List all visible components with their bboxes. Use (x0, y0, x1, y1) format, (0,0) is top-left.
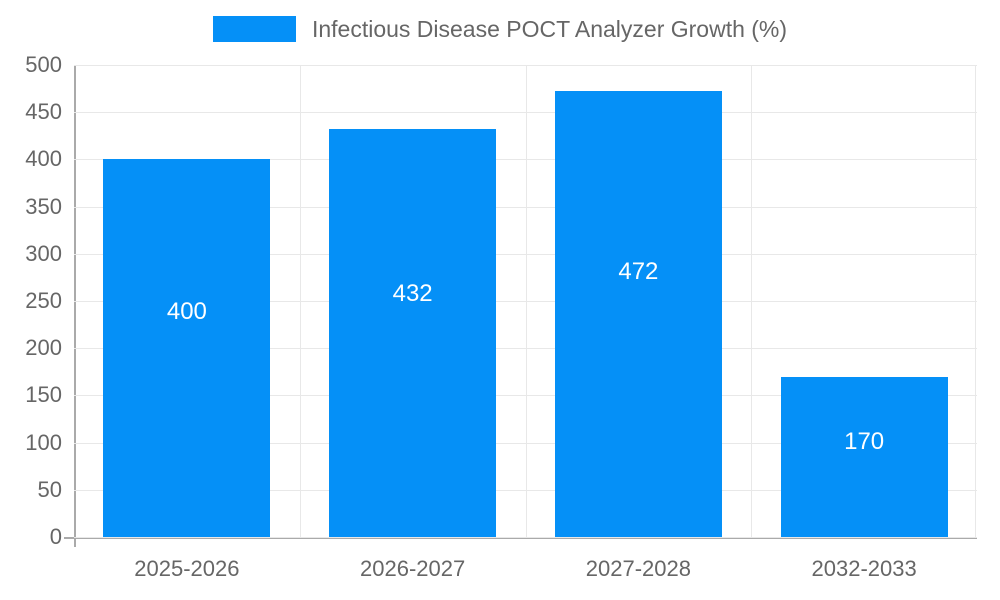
legend-item-0[interactable]: Infectious Disease POCT Analyzer Growth … (212, 15, 788, 42)
gridline-vertical (751, 65, 752, 537)
gridline-horizontal (74, 65, 977, 66)
legend-label: Infectious Disease POCT Analyzer Growth … (311, 15, 788, 42)
gridline-horizontal (74, 395, 977, 397)
y-axis-tick-label: 50 (37, 476, 62, 502)
y-axis-tick-label: 0 (49, 524, 62, 549)
gridline-horizontal (74, 159, 977, 161)
plot-area: 400 432 472 170 (74, 65, 977, 538)
gridline-vertical (526, 65, 527, 537)
y-axis-tick-label: 350 (25, 193, 62, 219)
y-axis-tick-label: 450 (25, 99, 62, 125)
gridline-horizontal (74, 348, 977, 350)
legend-color-swatch (212, 16, 296, 42)
x-axis-tick-label: 2027-2028 (585, 556, 691, 581)
x-axis-tick-label: 2032-2033 (811, 556, 917, 581)
gridline-horizontal (74, 442, 977, 444)
gridline-horizontal (74, 489, 977, 491)
bar-value-label: 170 (844, 427, 885, 455)
gridline-horizontal (74, 112, 977, 114)
x-axis-tick-label: 2025-2026 (134, 556, 240, 581)
bar[interactable] (554, 91, 722, 537)
y-axis-tick-label: 400 (25, 146, 62, 172)
x-axis-tick-label: 2026-2027 (360, 556, 466, 581)
y-axis-line (74, 65, 76, 547)
bar-value-label: 400 (166, 298, 207, 326)
bar[interactable] (329, 129, 497, 537)
bar-value-label: 432 (392, 280, 433, 308)
y-axis-tick-label: 200 (25, 335, 62, 361)
gridline-vertical (300, 65, 301, 537)
bar[interactable] (780, 376, 948, 537)
y-axis-tick-label: 500 (25, 52, 62, 77)
gridline-horizontal (74, 253, 977, 255)
chart-legend: Infectious Disease POCT Analyzer Growth … (0, 0, 1000, 58)
bar[interactable] (103, 159, 271, 537)
y-axis-tick-label: 150 (25, 382, 62, 408)
gridline-vertical (975, 65, 976, 537)
y-axis-tick-label: 100 (25, 429, 62, 455)
x-axis-line (64, 537, 977, 539)
gridline-horizontal (74, 301, 977, 302)
y-axis-tick-label: 300 (25, 240, 62, 266)
y-axis-tick-label: 250 (25, 288, 62, 313)
bar-value-label: 472 (618, 257, 659, 285)
gridline-horizontal (74, 537, 977, 538)
gridline-horizontal (74, 206, 977, 208)
